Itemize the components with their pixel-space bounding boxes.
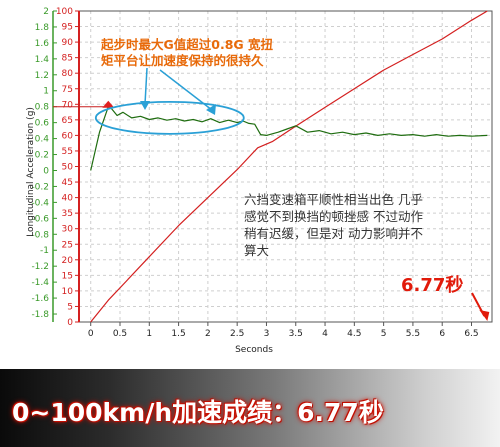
- right-tick-label-3: 85: [62, 54, 73, 64]
- right-tick-label-19: 5: [67, 302, 73, 312]
- left-tick-label-14: -0.8: [31, 230, 49, 240]
- right-tick-label-0: 100: [56, 7, 73, 17]
- left-tick-label-5: 1: [43, 87, 49, 97]
- right-tick-label-8: 60: [62, 131, 74, 141]
- left-tick-label-18: -1.6: [31, 294, 49, 304]
- right-tick-label-15: 25: [62, 240, 73, 250]
- right-tick-label-11: 45: [62, 178, 73, 188]
- x-tick-label-7: 3.5: [289, 329, 303, 339]
- x-tick-label-4: 2: [205, 329, 211, 339]
- right-tick-label-5: 75: [62, 85, 73, 95]
- x-tick-label-13: 6.5: [464, 329, 478, 339]
- peak-marker: [102, 100, 115, 108]
- callout-arrow-left: [144, 67, 148, 105]
- finish-time-label: 6.77秒: [401, 275, 464, 296]
- gearbox-note: 六挡变速箱平顺性相当出色 几乎感觉不到换挡的顿挫感 不过动作稍有迟缓，但是对 动…: [244, 192, 423, 258]
- x-tick-label-2: 1: [146, 329, 152, 339]
- callout-arrowhead-right: [206, 104, 216, 115]
- left-tick-label-1: 1.8: [35, 23, 50, 33]
- right-tick-label-14: 30: [62, 225, 74, 235]
- chart-background: [0, 0, 500, 369]
- right-tick-label-6: 70: [62, 100, 74, 110]
- left-tick-label-13: -0.6: [31, 214, 49, 224]
- left-tick-label-0: 2: [43, 7, 49, 17]
- result-banner-text: 0~100km/h加速成绩：6.77秒: [12, 398, 384, 427]
- right-tick-label-9: 55: [62, 147, 73, 157]
- right-tick-label-17: 15: [62, 271, 73, 281]
- left-tick-label-4: 1.2: [35, 71, 49, 81]
- right-tick-label-13: 35: [62, 209, 73, 219]
- right-tick-label-20: 0: [67, 318, 73, 328]
- finish-arrowhead: [479, 310, 490, 321]
- left-tick-label-12: -0.4: [31, 198, 49, 208]
- x-tick-label-1: 0.5: [113, 329, 127, 339]
- right-tick-label-12: 40: [62, 194, 74, 204]
- left-axis-ticks: 2 1.8 1.6 1.4 1.2 1 0.8 0.6 0.4 0.2 0 -0.2 -0.4 -0.6 -…: [31, 7, 57, 320]
- right-tick-label-18: 10: [62, 287, 74, 297]
- right-axis-ticks: 1009590858075706560555045403530252015105…: [56, 7, 79, 328]
- grid: [79, 11, 492, 322]
- left-tick-label-7: 0.6: [35, 119, 50, 129]
- x-tick-label-6: 3: [264, 329, 270, 339]
- speed-series-line: [90, 10, 488, 323]
- start-acceleration-note: 起步时最大G值超过0.8G 宽扭矩平台让加速度保持的很持久: [101, 37, 274, 68]
- x-tick-label-11: 5.5: [406, 329, 420, 339]
- callout-arrowhead-left: [140, 101, 150, 110]
- x-tick-label-8: 4: [322, 329, 328, 339]
- left-tick-label-15: -1: [40, 246, 49, 256]
- right-tick-label-10: 50: [62, 163, 74, 173]
- left-tick-label-17: -1.4: [31, 278, 49, 288]
- result-banner: 0~100km/h加速成绩：6.77秒: [0, 369, 500, 447]
- left-tick-label-11: -0.2: [31, 182, 49, 192]
- right-tick-label-2: 90: [62, 38, 74, 48]
- left-tick-label-6: 0.8: [35, 103, 50, 113]
- left-tick-label-16: -1.2: [31, 262, 49, 272]
- x-tick-label-3: 1.5: [171, 329, 185, 339]
- x-tick-label-0: 0: [88, 329, 94, 339]
- x-tick-label-5: 2.5: [230, 329, 244, 339]
- plateau-callout-ellipse: [94, 100, 245, 135]
- left-tick-label-9: 0.2: [35, 151, 49, 161]
- x-axis-ticks: 0 0.5 1 1.5 2 2.5 3 3.5 4 4.5 5 5.5 6 6.5: [88, 322, 479, 339]
- left-tick-label-3: 1.4: [35, 55, 50, 65]
- acceleration-series-line: [90, 106, 488, 171]
- markers: [53, 67, 490, 321]
- callout-arrow-right: [159, 69, 213, 111]
- left-axis-title: Longitudinal Acceleration (g): [26, 107, 36, 237]
- right-tick-label-7: 65: [62, 116, 73, 126]
- left-tick-label-8: 0.4: [35, 135, 50, 145]
- left-tick-label-19: -1.8: [31, 310, 49, 320]
- x-axis-title: Seconds: [235, 345, 273, 355]
- right-tick-label-1: 95: [62, 23, 73, 33]
- x-tick-label-10: 5: [381, 329, 387, 339]
- right-tick-label-16: 20: [62, 256, 74, 266]
- left-tick-label-10: 0: [43, 166, 49, 176]
- left-tick-label-2: 1.6: [35, 39, 50, 49]
- x-tick-label-9: 4.5: [347, 329, 361, 339]
- series-layer: [90, 10, 488, 323]
- acceleration-chart: 2 1.8 1.6 1.4 1.2 1 0.8 0.6 0.4 0.2 0 -0.2 -0.4 -0.6 -…: [0, 0, 500, 369]
- right-tick-label-4: 80: [62, 69, 74, 79]
- x-tick-label-12: 6: [439, 329, 445, 339]
